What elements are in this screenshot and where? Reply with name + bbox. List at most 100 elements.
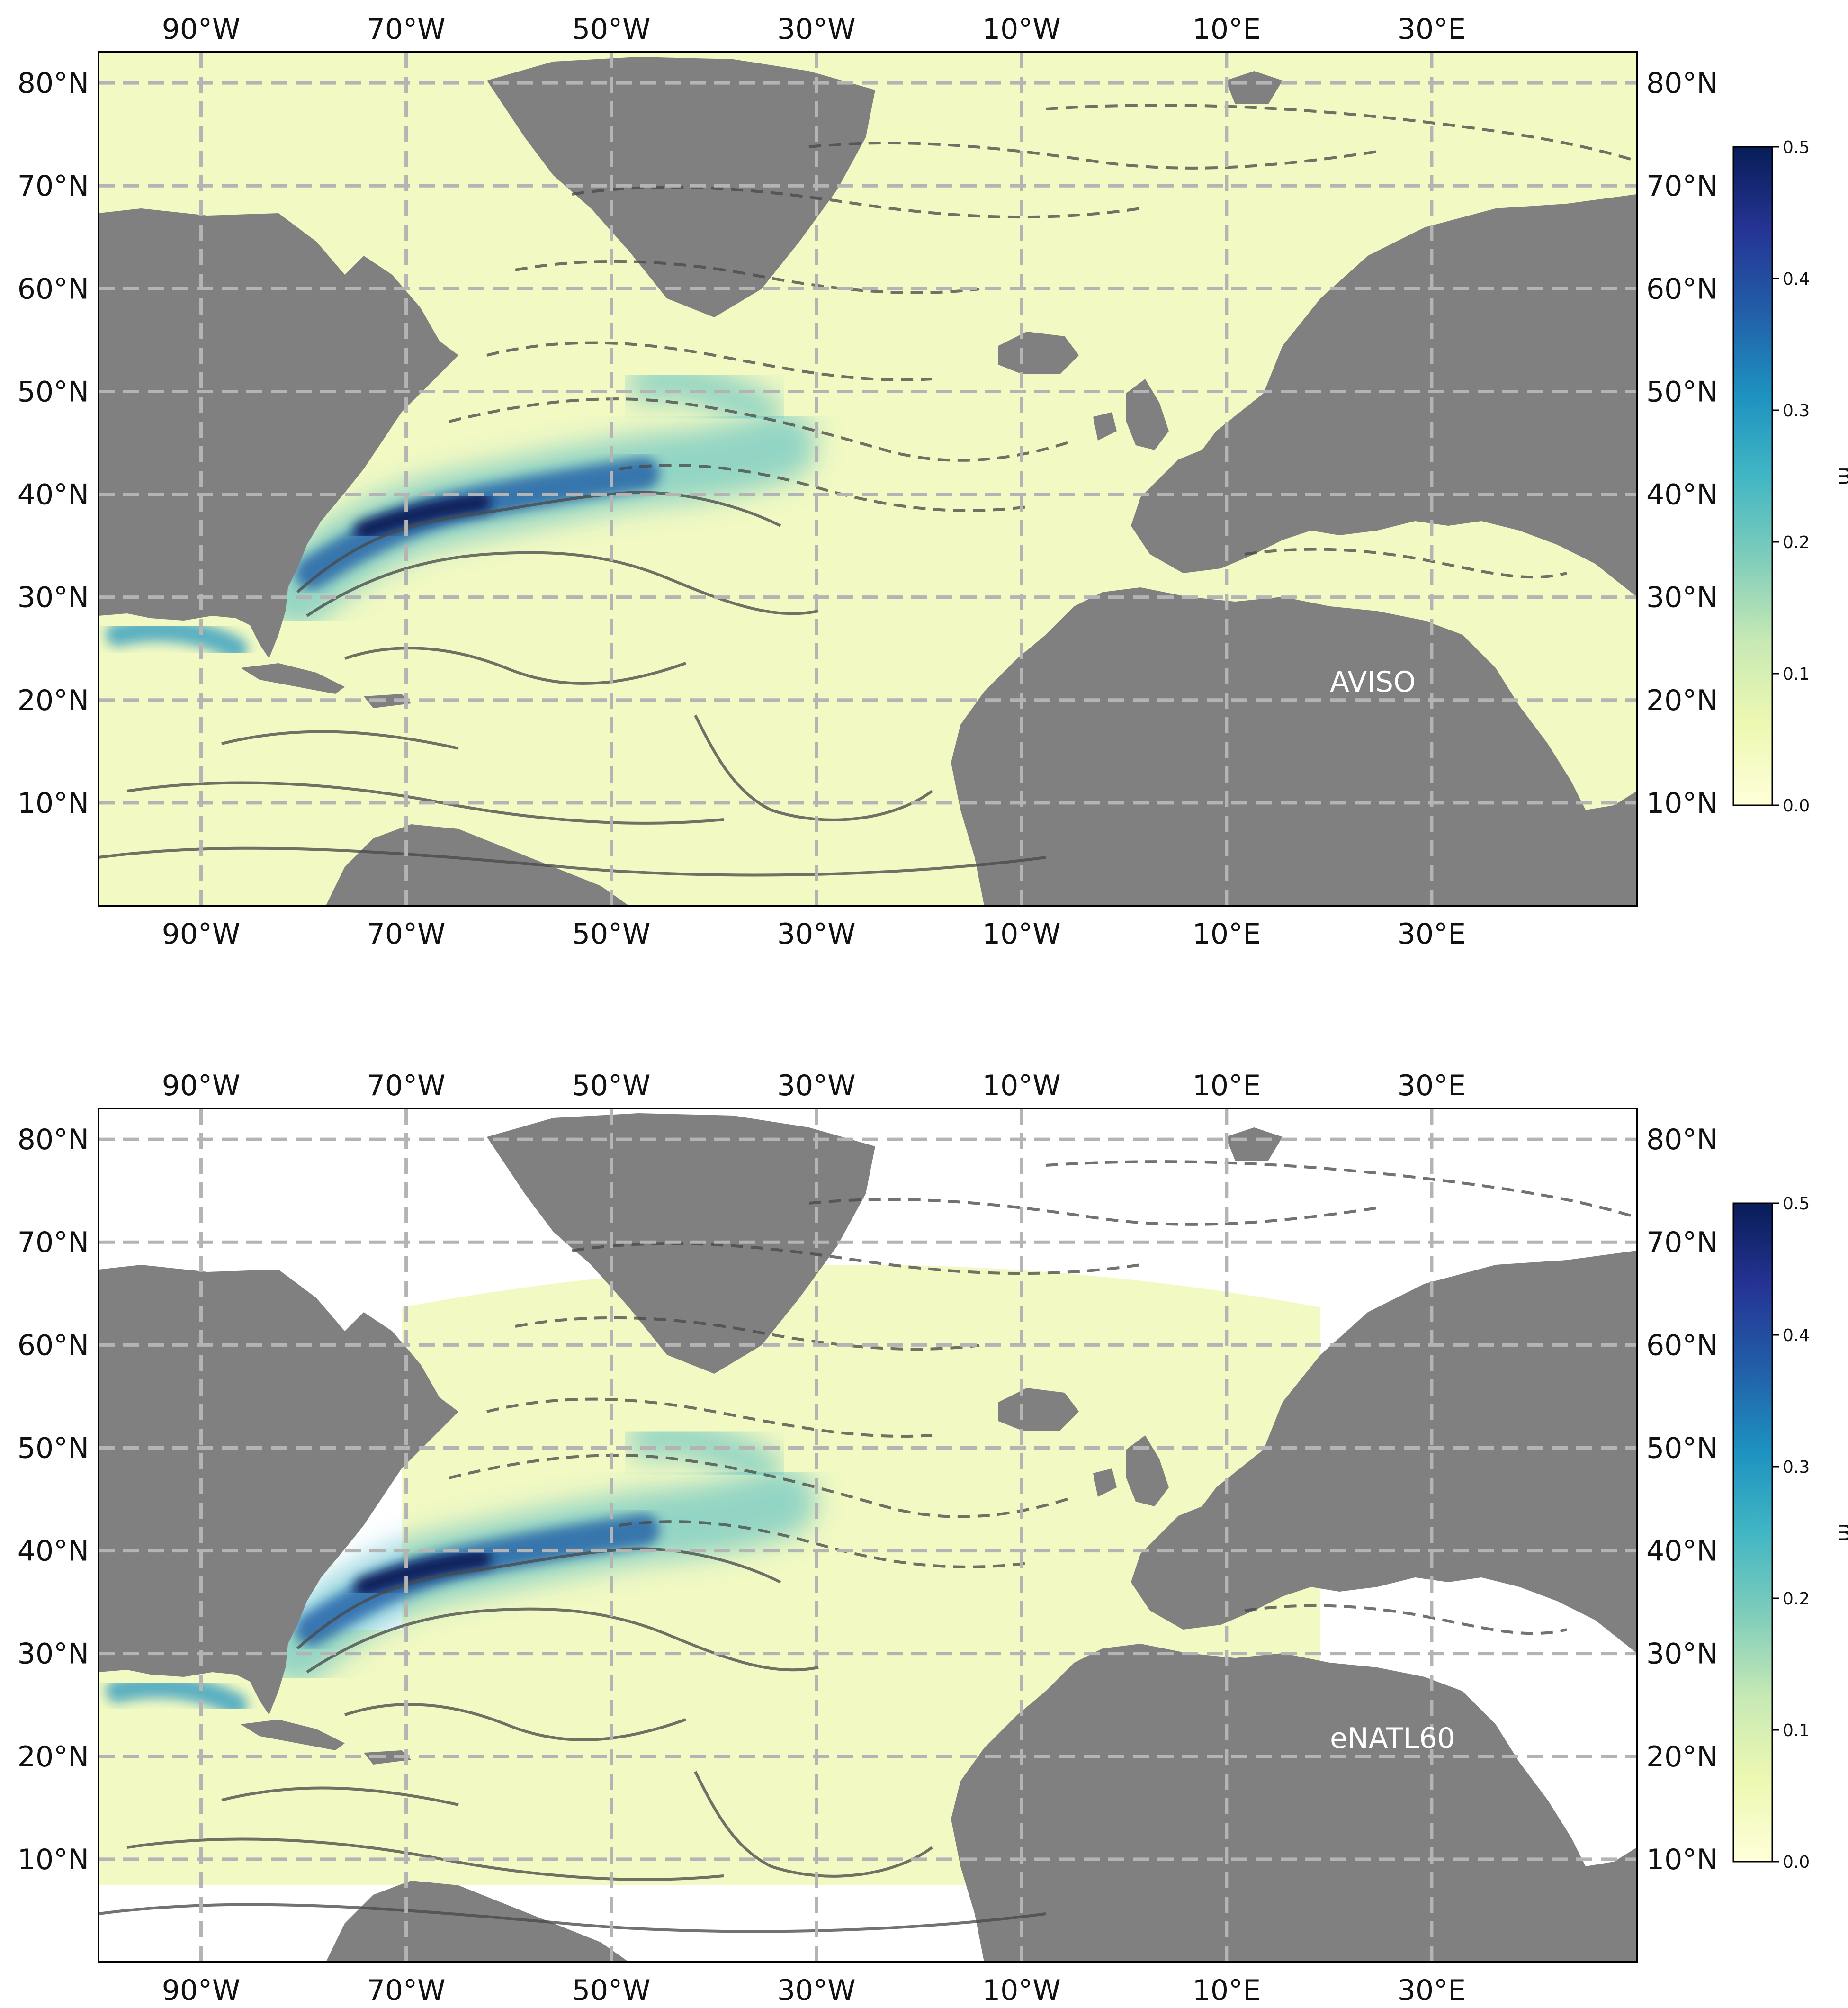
contour-positive [221,730,459,750]
lon-tick-bottom: 30°W [777,918,856,951]
contour-negative [1045,1160,1637,1219]
contour-positive [694,714,933,821]
lat-tick-left: 60°N [18,272,89,306]
contour-positive [694,1771,933,1878]
lon-tick-top: 30°W [777,13,856,46]
lon-tick-bottom: 90°W [162,1974,241,2007]
contour-positive [296,491,781,594]
gridlines [99,52,1637,906]
colorbar-tick-label: 0.4 [1783,1326,1810,1345]
lon-tick-bottom: 30°E [1398,1974,1466,2007]
lon-tick-bottom: 50°W [572,918,651,951]
contour-negative [449,397,1075,462]
contour-negative [572,186,1141,219]
contour-negative [619,464,1027,512]
lat-tick-right: 80°N [1646,67,1718,100]
contour-positive [306,1607,819,1674]
lat-tick-left: 10°N [18,787,89,820]
lat-tick-right: 80°N [1646,1123,1718,1156]
lat-tick-left: 40°N [18,478,89,512]
contour-negative [486,341,933,381]
lon-tick-bottom: 70°W [367,1974,446,2007]
colorbar-tick-label: 0.5 [1783,1194,1810,1214]
lat-tick-right: 70°N [1646,170,1718,203]
contour-negative [808,1198,1378,1226]
mean-ssh-contours [99,1160,1637,1933]
lon-tick-bottom: 10°E [1193,1974,1261,2007]
colorbar: 0.0 0.1 0.2 0.3 0.4 0.5 m [1732,1194,1848,1872]
lat-tick-left: 80°N [18,1123,89,1156]
lon-tick-top: 50°W [572,13,651,46]
map-area [99,1108,1637,1962]
lon-tick-top: 30°E [1398,13,1466,46]
lat-tick-right: 30°N [1646,1638,1718,1671]
lat-tick-left: 80°N [18,67,89,100]
map-frame [98,51,1638,907]
lon-tick-top: 90°W [162,13,241,46]
lon-tick-bottom: 10°W [982,918,1061,951]
lat-tick-right: 50°N [1646,375,1718,408]
lon-tick-top: 10°E [1193,1069,1261,1102]
lat-tick-left: 70°N [18,1226,89,1259]
contour-negative [1045,104,1637,162]
lat-tick-right: 30°N [1646,581,1718,614]
lon-tick-bottom: 50°W [572,1974,651,2007]
lon-tick-bottom: 90°W [162,918,241,951]
contour-positive [99,846,1046,877]
colorbar-tick-label: 0.3 [1783,1458,1810,1477]
contour-negative [1244,1604,1567,1635]
lat-tick-left: 40°N [18,1535,89,1568]
lat-tick-left: 30°N [18,581,89,614]
colorbar-tick-label: 0.4 [1783,270,1810,289]
lat-tick-left: 50°N [18,1432,89,1465]
lon-tick-top: 70°W [367,13,446,46]
map-frame [98,1108,1638,1963]
lat-tick-right: 20°N [1646,684,1718,717]
contour-negative [572,1242,1141,1275]
panel-label: eNATL60 [1330,1722,1455,1755]
lat-tick-left: 50°N [18,375,89,408]
contour-positive [344,1703,687,1741]
contour-positive [296,1547,781,1650]
lon-tick-top: 10°W [982,1069,1061,1102]
lon-tick-top: 70°W [367,1069,446,1102]
contour-negative [808,141,1378,170]
lat-tick-right: 70°N [1646,1226,1718,1259]
contour-positive [344,647,687,685]
lat-tick-right: 60°N [1646,272,1718,306]
lon-tick-bottom: 30°E [1398,918,1466,951]
lat-tick-right: 40°N [1646,478,1718,512]
colorbar-tick-label: 0.2 [1783,1589,1810,1609]
lat-tick-right: 10°N [1646,1843,1718,1876]
contour-positive [221,1786,459,1806]
lat-tick-right: 20°N [1646,1740,1718,1774]
contour-positive [126,1837,724,1881]
lat-tick-right: 10°N [1646,787,1718,820]
lat-tick-left: 60°N [18,1329,89,1362]
colorbar-tick-label: 0.1 [1783,665,1810,684]
lat-tick-left: 30°N [18,1638,89,1671]
lon-tick-bottom: 10°E [1193,918,1261,951]
colorbar-label: m [1834,467,1848,486]
contour-negative [619,1520,1027,1568]
contour-positive [126,781,724,825]
lon-tick-top: 10°E [1193,13,1261,46]
colorbar-tick-label: 0.2 [1783,533,1810,552]
lat-tick-right: 60°N [1646,1329,1718,1362]
contour-negative [449,1454,1075,1518]
contour-positive [306,551,819,617]
colorbar: 0.0 0.1 0.2 0.3 0.4 0.5 m [1732,138,1848,816]
lon-tick-bottom: 30°W [777,1974,856,2007]
contour-positive [99,1903,1046,1933]
colorbar-tick-label: 0.0 [1783,796,1810,816]
colorbar-gradient [1732,1202,1773,1863]
lat-tick-left: 20°N [18,1740,89,1774]
lon-tick-top: 50°W [572,1069,651,1102]
mean-ssh-contours [99,104,1637,877]
lon-tick-top: 30°W [777,1069,856,1102]
lat-tick-left: 70°N [18,170,89,203]
colorbar-tick-label: 0.1 [1783,1721,1810,1740]
contour-negative [1244,548,1567,579]
map-panel-1: 90°W 90°W 70°W 70°W 50°W 50°W 30°W 30°W 10°W 10°W… [18,13,1718,951]
